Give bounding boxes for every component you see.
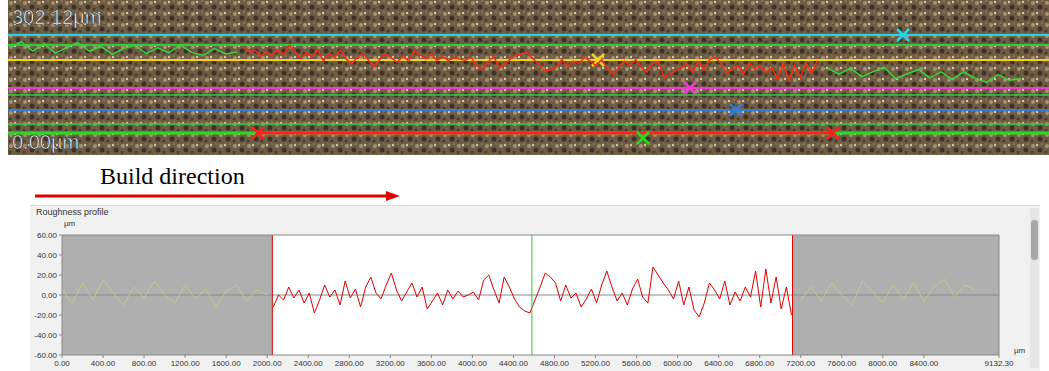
html-text:µm: µm bbox=[64, 219, 76, 228]
svg-text:6000.00: 6000.00 bbox=[663, 359, 692, 368]
svg-text:400.00: 400.00 bbox=[91, 359, 116, 368]
svg-text:302.12µm: 302.12µm bbox=[12, 6, 101, 28]
svg-text:Build direction: Build direction bbox=[100, 163, 245, 189]
svg-text:20.00: 20.00 bbox=[37, 271, 58, 280]
html-text:µm: µm bbox=[1014, 346, 1026, 355]
svg-text:1600.00: 1600.00 bbox=[212, 359, 241, 368]
svg-text:3600.00: 3600.00 bbox=[417, 359, 446, 368]
svg-text:6400.00: 6400.00 bbox=[704, 359, 733, 368]
svg-text:5200.00: 5200.00 bbox=[581, 359, 610, 368]
svg-text:800.00: 800.00 bbox=[132, 359, 157, 368]
svg-text:40.00: 40.00 bbox=[37, 251, 58, 260]
svg-text:7600.00: 7600.00 bbox=[827, 359, 856, 368]
svg-text:4000.00: 4000.00 bbox=[458, 359, 487, 368]
svg-text:0.00: 0.00 bbox=[54, 359, 70, 368]
svg-text:4400.00: 4400.00 bbox=[499, 359, 528, 368]
svg-text:-20.00: -20.00 bbox=[34, 311, 57, 320]
svg-text:6800.00: 6800.00 bbox=[745, 359, 774, 368]
svg-text:8000.00: 8000.00 bbox=[868, 359, 897, 368]
svg-text:-60.00: -60.00 bbox=[34, 351, 57, 360]
svg-text:4800.00: 4800.00 bbox=[540, 359, 569, 368]
svg-text:0.00: 0.00 bbox=[41, 291, 57, 300]
html-text:Roughness profile: Roughness profile bbox=[36, 207, 109, 217]
svg-text:3200.00: 3200.00 bbox=[376, 359, 405, 368]
svg-text:9132.30: 9132.30 bbox=[985, 359, 1014, 368]
svg-text:2000.00: 2000.00 bbox=[253, 359, 282, 368]
svg-text:2800.00: 2800.00 bbox=[335, 359, 364, 368]
svg-text:1200.00: 1200.00 bbox=[171, 359, 200, 368]
svg-text:7200.00: 7200.00 bbox=[786, 359, 815, 368]
svg-text:5600.00: 5600.00 bbox=[622, 359, 651, 368]
svg-text:-40.00: -40.00 bbox=[34, 331, 57, 340]
svg-text:2400.00: 2400.00 bbox=[294, 359, 323, 368]
svg-text:60.00: 60.00 bbox=[37, 231, 58, 240]
svg-text:0.00µm: 0.00µm bbox=[12, 131, 79, 153]
svg-text:8400.00: 8400.00 bbox=[909, 359, 938, 368]
